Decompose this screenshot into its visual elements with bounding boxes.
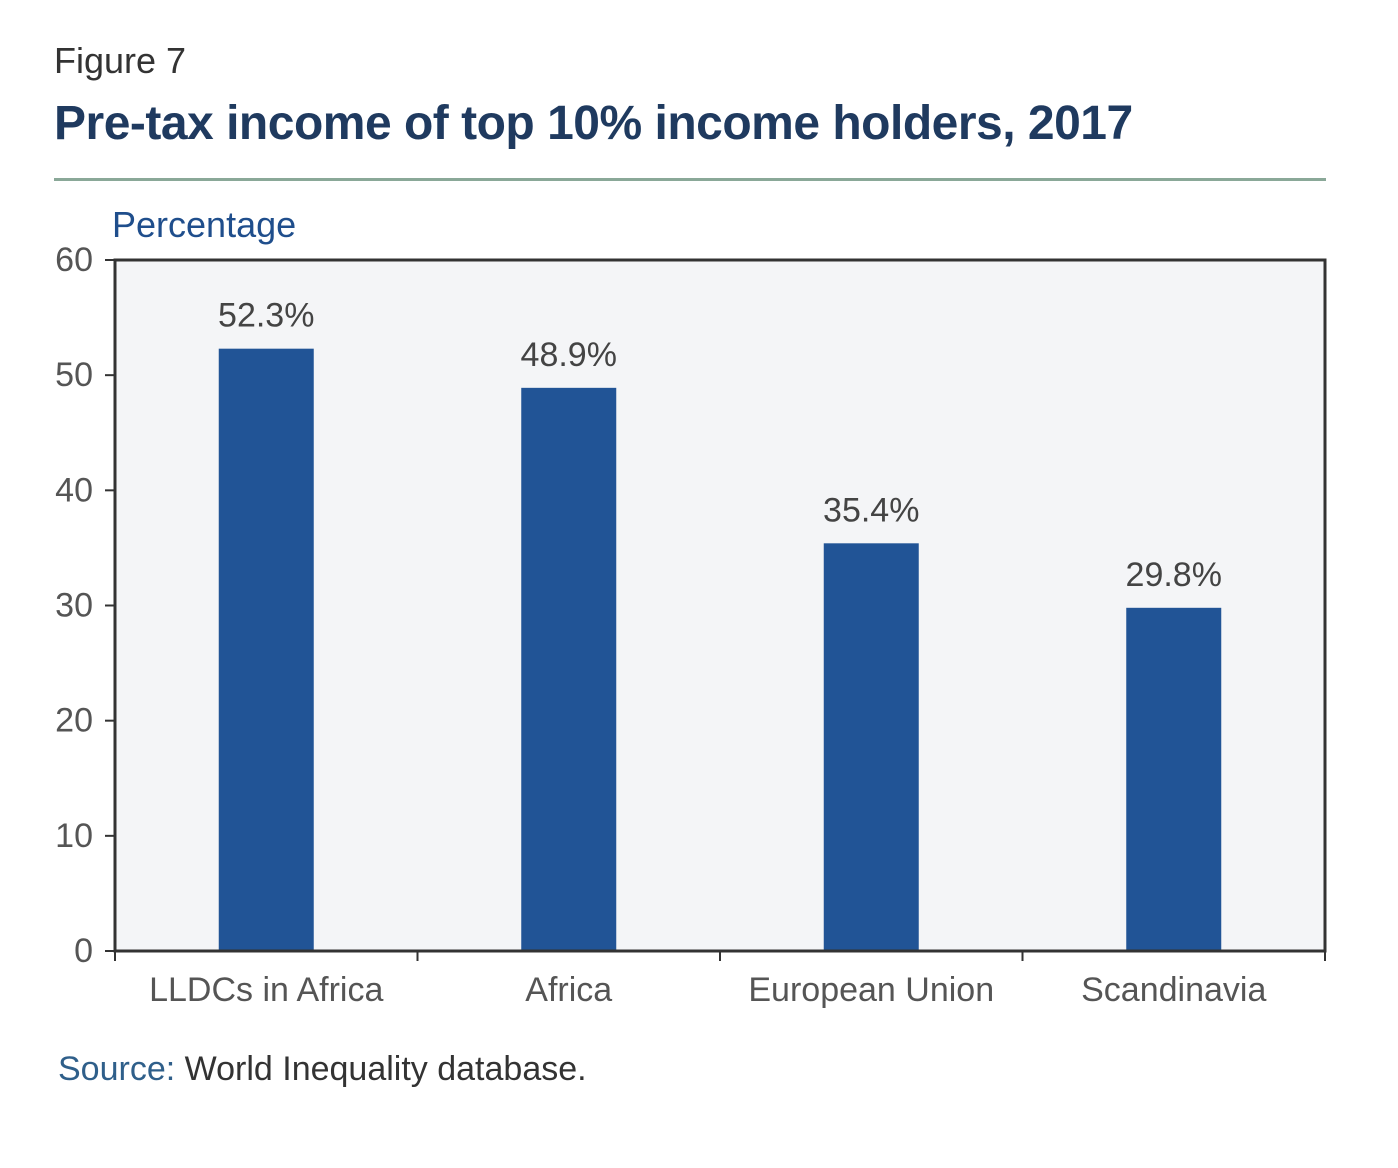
y-tick-label: 60 (55, 241, 93, 279)
bar-value-label: 52.3% (218, 297, 314, 335)
source-text: World Inequality database. (175, 1050, 587, 1088)
y-tick-label: 0 (74, 932, 93, 970)
bar (218, 348, 314, 950)
chart-title: Pre-tax income of top 10% income holders… (54, 97, 1133, 150)
title-divider (54, 178, 1326, 181)
source-label: Source: (58, 1050, 176, 1088)
bar-chart: Percentage 0 10 20 30 40 50 60 52.3% LLDCs in Afr… (55, 204, 1327, 1009)
bar-value-label: 29.8% (1126, 556, 1222, 594)
x-tick-label: European Union (748, 971, 994, 1009)
y-axis-label: Percentage (112, 204, 296, 245)
bar-value-label: 48.9% (521, 336, 617, 374)
y-tick-label: 10 (55, 817, 93, 855)
bar-value-label: 35.4% (823, 491, 919, 529)
plot-area (113, 258, 1327, 953)
y-tick-label: 40 (55, 471, 93, 509)
x-tick-label: Africa (525, 971, 612, 1009)
y-tick-label: 30 (55, 587, 93, 625)
bar (1126, 607, 1222, 950)
figure-label: Figure 7 (54, 40, 187, 81)
source-note: Source: World Inequality database. (58, 1050, 587, 1089)
x-tick-label: Scandinavia (1081, 971, 1266, 1009)
y-tick-label: 50 (55, 356, 93, 394)
y-tick-label: 20 (55, 702, 93, 740)
bar (521, 387, 617, 950)
x-tick-label: LLDCs in Africa (149, 971, 383, 1009)
bar (823, 543, 919, 950)
